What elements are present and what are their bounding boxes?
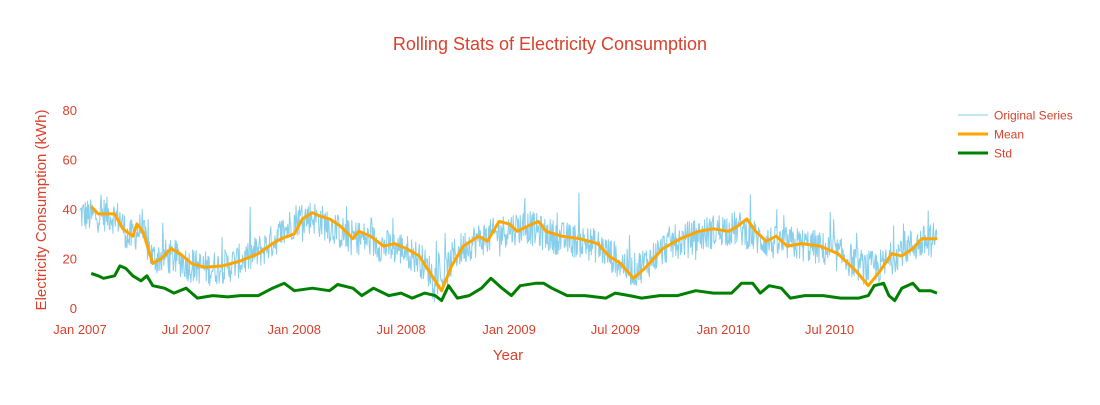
x-tick-label: Jan 2007	[53, 322, 107, 337]
x-tick-label: Jan 2009	[482, 322, 536, 337]
legend-item[interactable]: Mean	[958, 128, 1024, 142]
legend[interactable]: Original Series Mean Std	[958, 109, 1073, 161]
x-tick-label: Jan 2010	[697, 322, 751, 337]
series-line-original-series	[79, 192, 938, 302]
y-axis-ticks: 0 20 40 60 80	[63, 103, 77, 316]
legend-item[interactable]: Original Series	[958, 109, 1073, 123]
legend-label: Std	[994, 147, 1012, 161]
x-axis-ticks: Jan 2007 Jul 2007 Jan 2008 Jul 2008 Jan 2009…	[53, 322, 854, 337]
series-line-std	[90, 264, 938, 303]
x-tick-label: Jul 2007	[162, 322, 211, 337]
y-axis-label: Electricity Consumption (kWh)	[33, 110, 50, 311]
y-tick-label: 0	[70, 301, 77, 316]
x-tick-label: Jul 2009	[591, 322, 640, 337]
x-tick-label: Jan 2008	[268, 322, 322, 337]
x-tick-label: Jul 2010	[805, 322, 854, 337]
x-tick-label: Jul 2008	[377, 322, 426, 337]
y-tick-label: 60	[63, 153, 77, 168]
legend-label: Mean	[994, 128, 1024, 142]
series-line-mean	[90, 205, 937, 293]
y-tick-label: 40	[63, 202, 77, 217]
chart-title: Rolling Stats of Electricity Consumption	[393, 34, 707, 54]
series-layer	[79, 192, 938, 303]
x-axis-label: Year	[493, 347, 523, 364]
legend-label: Original Series	[994, 109, 1073, 123]
y-tick-label: 80	[63, 103, 77, 118]
y-tick-label: 20	[63, 252, 77, 267]
legend-item[interactable]: Std	[958, 147, 1012, 161]
